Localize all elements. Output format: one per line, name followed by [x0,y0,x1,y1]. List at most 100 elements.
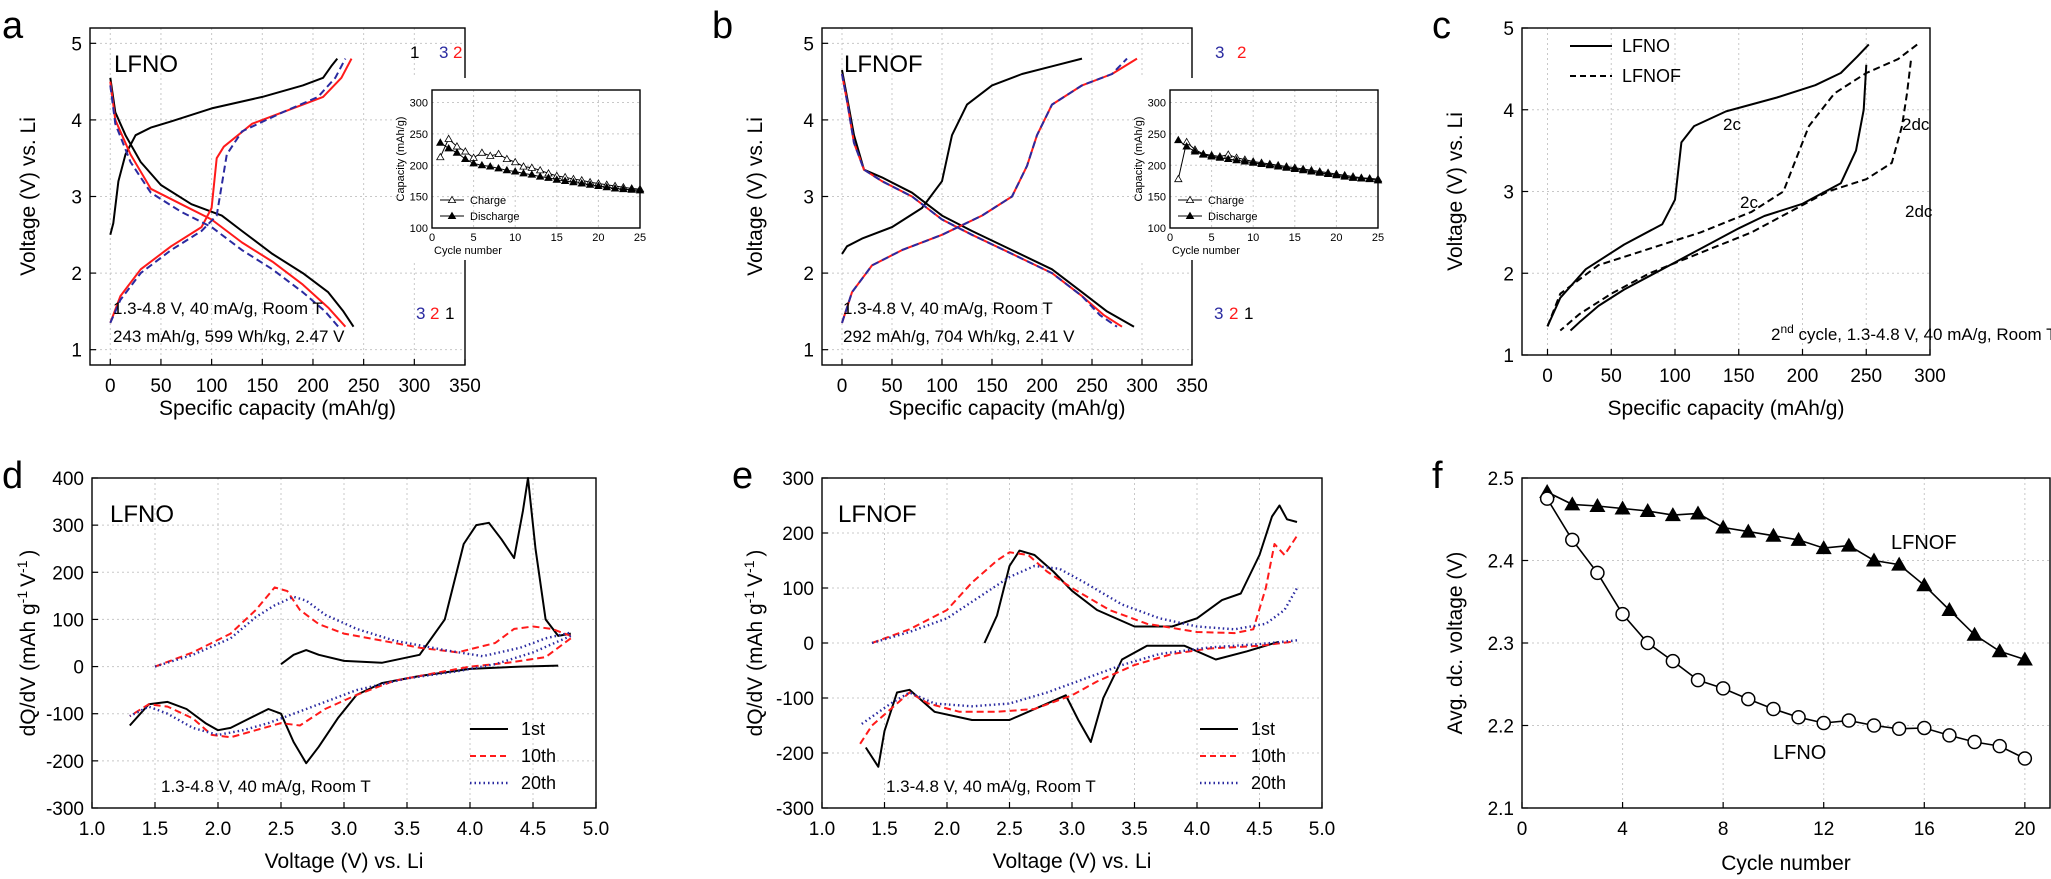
panel-f-point-lfnof-6 [1690,505,1706,520]
panel-a-inset-discharge-point-6 [485,162,495,170]
panel-a-inset-legend-charge-marker [447,195,457,203]
panel-f-point-lfnof-10 [1790,531,1807,546]
panel-f-xtick-label-4: 16 [1914,819,1935,840]
panel-letter-d: d [2,455,23,497]
panel-c-label-2dc-lfno: 2dc [1902,115,1930,134]
panel-c-ytick-label-4: 5 [1503,19,1514,40]
panel-b-inset-legend-charge: Charge [1208,195,1244,207]
panel-d-xtick-label-0: 1.0 [79,819,105,840]
panel-c-xtick-label-1: 50 [1601,366,1622,387]
panel-c-label-2c-lfnof: 2c [1740,193,1758,212]
panel-a-inset-ytick-label-4: 300 [410,98,428,110]
panel-f-point-lfno-7 [1715,681,1731,696]
panel-f-ytick-label-1: 2.2 [1488,717,1514,738]
panel-a-xtick-label-1: 50 [150,376,171,397]
panel-c-note-ordinal: nd [1780,322,1793,336]
panel-d-series-20th-charge [154,595,572,668]
panel-d-sample-label: LFNO [110,501,174,528]
panel-f-point-lfno-1 [1565,532,1580,548]
panel-a-sample-label: LFNO [114,51,178,78]
panel-b-inset-ytick-label-4: 300 [1148,98,1166,110]
panel-f-point-lfnof-19 [2016,651,2033,666]
panel-a-xtick-label-7: 350 [449,376,481,397]
panel-d-legend-10th: 10th [521,746,556,766]
panel-a-inset-discharge-point-23 [627,185,636,193]
panel-e-series-10th-charge [871,535,1298,644]
panel-d-ytick-label-7: 400 [52,469,84,490]
panel-f-point-lfno-18 [1992,738,2007,754]
panel-b-inset-ylabel: Capacity (mAh/g) [1133,117,1145,202]
panel-b-inset-xtick-label-5: 25 [1372,232,1384,244]
panel-a-inset-charge-point-6 [485,151,495,159]
panel-f-point-lfno-19 [2017,751,2033,766]
panel-b-inset-discharge-point-8 [1240,157,1250,165]
panel-a-inset-charge-point-3 [460,147,470,155]
panel-d-ylabel-part-0: dQ/dV (mAh g [17,603,40,736]
panel-b-ytick-label-3: 4 [803,111,814,132]
panel-a-inset-charge-point-0 [436,152,445,161]
panel-b-inset-discharge-point-1 [1182,142,1191,150]
panel-b-ytick-label-4: 5 [803,34,814,55]
panel-a-inset-ytick-label-0: 100 [410,223,428,235]
panel-c-xtick-label-3: 150 [1723,366,1755,387]
panel-f-point-lfno-9 [1766,701,1781,717]
panel-f-ylabel: Avg. dc. voltage (V) [1444,552,1467,735]
panel-b-inset-xlabel: Cycle number [1172,245,1240,257]
panel-a-ytick-label-1: 2 [71,264,82,285]
panel-f-point-lfnof-13 [1866,552,1882,567]
panel-a-cycle-3-bottom: 3 [416,304,425,323]
panel-f-point-lfno-11 [1816,715,1831,731]
panel-e-xtick-label-7: 4.5 [1246,819,1272,840]
panel-a-inset-xtick-label-1: 5 [471,232,477,244]
panel-a-inset-discharge-point-5 [477,160,487,169]
panel-d-xtick-label-2: 2.0 [205,819,231,840]
panel-f-point-lfnof-8 [1740,523,1757,538]
panel-c-series-lfnof-charge [1546,43,1918,327]
panel-a-ytick-label-3: 4 [71,111,82,132]
panel-a-cycle-1-bottom: 1 [445,304,454,323]
panel-c-series-lfno-discharge [1569,64,1868,332]
panel-b-xtick-label-7: 350 [1176,376,1208,397]
panel-c-ytick-label-3: 4 [1503,101,1514,122]
panel-b-inset-charge-point-0 [1174,174,1183,183]
panel-b-inset-legend-charge-marker [1185,195,1195,203]
panel-b-inset-discharge-point-18 [1323,169,1333,178]
panel-b-inset-discharge-point-9 [1248,158,1258,166]
panel-e-sample-label: LFNOF [838,501,917,528]
panel-b-ytick-label-1: 2 [803,264,814,285]
panel-d-ytick-label-4: 100 [52,610,84,631]
panel-f-point-lfno-6 [1690,672,1706,688]
panel-a-inset-xtick-label-2: 10 [509,232,521,244]
panel-a-inset-discharge-point-19 [594,181,603,189]
panel-e-ytick-label-1: -200 [776,744,814,765]
panel-e-series-20th-discharge [858,639,1298,727]
panel-a-xtick-label-5: 250 [348,376,380,397]
panel-b-inset-xtick-label-0: 0 [1167,232,1173,244]
panel-f-point-lfnof-2 [1589,498,1606,513]
panel-a-series-2-charge [109,58,353,324]
panel-a-xlabel: Specific capacity (mAh/g) [159,397,396,420]
panel-a-inset-discharge-point-24 [635,185,645,194]
panel-e-xtick-label-2: 2.0 [934,819,960,840]
panel-d-xtick-label-6: 4.0 [457,819,483,840]
panel-a-series-3-charge [109,58,347,324]
panel-e-ytick-label-2: -100 [776,689,814,710]
panel-b-inset-xtick-label-3: 15 [1289,232,1301,244]
panel-a-inset-discharge-point-10 [519,169,528,177]
panel-b-xtick-label-3: 150 [976,376,1008,397]
panel-b-note-conditions: 1.3-4.8 V, 40 mA/g, Room T [843,299,1053,318]
panel-b-inset-discharge-point-14 [1290,164,1300,173]
panel-a-ytick-label-0: 1 [71,341,82,362]
panel-letter-e: e [732,455,753,497]
panel-b-inset-discharge-point-13 [1282,163,1291,171]
panel-a-inset-xtick-label-3: 15 [551,232,563,244]
panel-e-ytick-label-0: -300 [776,799,814,820]
panel-f-point-lfnof-9 [1765,527,1782,542]
panel-a-cycle-2-top: 2 [453,43,462,62]
panel-f-xtick-label-1: 4 [1617,819,1628,840]
panel-d-ylabel: dQ/dV (mAh g-1 V-1 ) [14,550,40,737]
panel-letter-f: f [1432,455,1443,497]
panel-a-inset-frame [431,89,641,229]
panel-d-ytick-label-5: 200 [52,563,84,584]
